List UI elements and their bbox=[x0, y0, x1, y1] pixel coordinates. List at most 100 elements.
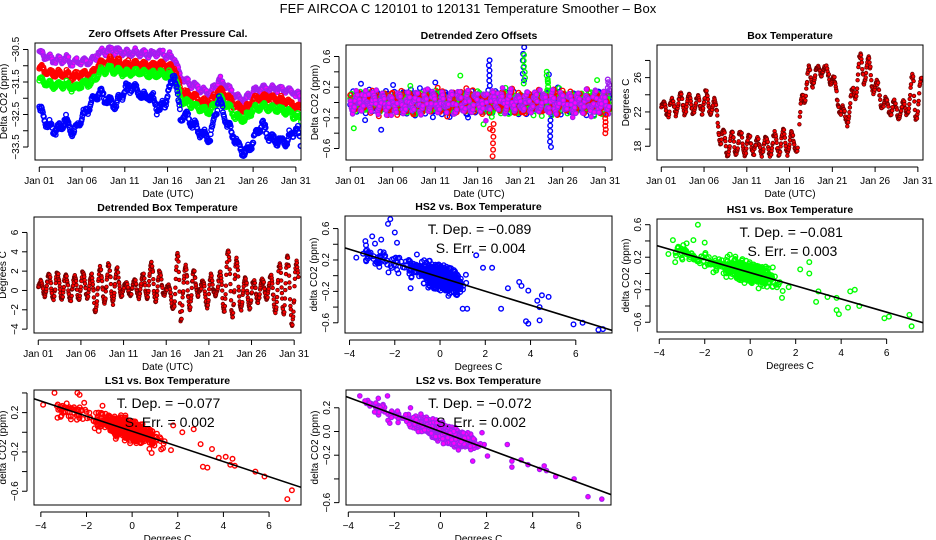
data-point bbox=[298, 118, 301, 125]
spike-point bbox=[604, 76, 611, 83]
data-point bbox=[175, 254, 181, 259]
data-point bbox=[832, 74, 837, 80]
series-LS2 bbox=[36, 44, 301, 107]
data-point bbox=[350, 125, 357, 132]
data-point bbox=[878, 97, 883, 102]
data-point bbox=[453, 101, 459, 108]
data-point bbox=[133, 278, 138, 283]
data-point bbox=[798, 109, 803, 115]
y-tick-label: 0.6 bbox=[322, 49, 333, 63]
data-point bbox=[159, 277, 164, 282]
spike-point bbox=[602, 115, 609, 122]
data-point bbox=[358, 80, 365, 87]
data-point bbox=[294, 122, 301, 129]
data-point bbox=[858, 52, 864, 58]
data-point bbox=[73, 278, 79, 284]
data-point bbox=[179, 316, 184, 322]
data-point bbox=[591, 109, 598, 115]
data-point bbox=[402, 106, 409, 112]
data-point bbox=[60, 294, 65, 300]
data-point bbox=[298, 143, 301, 149]
data-point bbox=[146, 288, 151, 294]
data-point bbox=[893, 101, 898, 106]
data-point bbox=[381, 95, 388, 102]
data-point bbox=[416, 85, 423, 92]
data-point bbox=[176, 269, 181, 275]
data-point bbox=[151, 277, 156, 282]
data-point bbox=[807, 67, 813, 73]
y-axis-label: Delta CO2 (ppm) bbox=[310, 65, 321, 141]
data-point bbox=[563, 106, 570, 112]
spike-point bbox=[521, 69, 528, 76]
data-point bbox=[572, 110, 579, 117]
data-point bbox=[219, 103, 226, 110]
data-point bbox=[138, 287, 143, 292]
y-tick-label: 22 bbox=[633, 106, 644, 118]
data-point bbox=[826, 72, 832, 77]
data-point bbox=[715, 120, 720, 126]
spike-point bbox=[602, 126, 609, 133]
data-point bbox=[146, 283, 151, 288]
data-point bbox=[181, 289, 186, 294]
data-point bbox=[160, 285, 165, 290]
data-point bbox=[790, 133, 796, 138]
data-point bbox=[723, 143, 729, 149]
data-point bbox=[129, 292, 134, 297]
data-point bbox=[542, 94, 549, 101]
data-point bbox=[774, 140, 779, 145]
data-point bbox=[56, 271, 61, 277]
data-point bbox=[537, 87, 543, 93]
data-point bbox=[868, 64, 873, 69]
spike-point bbox=[602, 111, 609, 118]
data-point bbox=[145, 294, 150, 300]
data-point bbox=[508, 86, 514, 92]
data-point bbox=[115, 270, 121, 275]
x-tick-label: Jan 21 bbox=[817, 176, 847, 187]
data-point bbox=[94, 299, 100, 304]
data-point bbox=[842, 108, 847, 114]
data-point bbox=[104, 284, 109, 289]
x-tick-label: Jan 26 bbox=[238, 176, 268, 187]
spike-point bbox=[544, 76, 551, 83]
data-point bbox=[470, 102, 477, 108]
data-point bbox=[388, 112, 395, 119]
data-point bbox=[785, 153, 790, 158]
data-point bbox=[804, 86, 809, 91]
data-point bbox=[765, 139, 770, 145]
spike-point bbox=[522, 74, 529, 81]
data-point bbox=[418, 112, 424, 118]
spike-point bbox=[543, 68, 550, 75]
data-point bbox=[546, 105, 552, 111]
x-tick-label: Jan 06 bbox=[689, 176, 719, 187]
data-point bbox=[803, 98, 808, 103]
data-point bbox=[142, 276, 147, 281]
data-point bbox=[82, 281, 88, 286]
data-point bbox=[362, 87, 369, 94]
y-tick-label: −31.5 bbox=[11, 69, 22, 95]
data-point bbox=[213, 111, 220, 118]
data-point bbox=[106, 262, 112, 268]
data-point bbox=[465, 87, 471, 94]
spike-point bbox=[486, 77, 493, 84]
data-point bbox=[716, 124, 721, 129]
y-axis-label: Degrees C bbox=[621, 79, 632, 127]
data-point bbox=[440, 95, 446, 102]
data-point bbox=[914, 116, 920, 121]
data-point bbox=[751, 152, 757, 158]
y-axis-label: Delta CO2 (ppm) bbox=[0, 64, 10, 140]
data-point bbox=[693, 100, 699, 106]
data-point bbox=[184, 267, 189, 272]
data-point bbox=[97, 263, 103, 269]
spike-point bbox=[545, 83, 552, 90]
data-point bbox=[298, 105, 301, 111]
x-axis-label: Date (UTC) bbox=[453, 189, 504, 200]
data-point bbox=[108, 63, 115, 70]
data-point bbox=[48, 275, 53, 280]
data-point bbox=[860, 66, 865, 72]
data-point bbox=[876, 87, 882, 93]
data-point bbox=[683, 109, 689, 114]
x-axis-label: Date (UTC) bbox=[142, 189, 193, 200]
data-point bbox=[863, 75, 868, 80]
